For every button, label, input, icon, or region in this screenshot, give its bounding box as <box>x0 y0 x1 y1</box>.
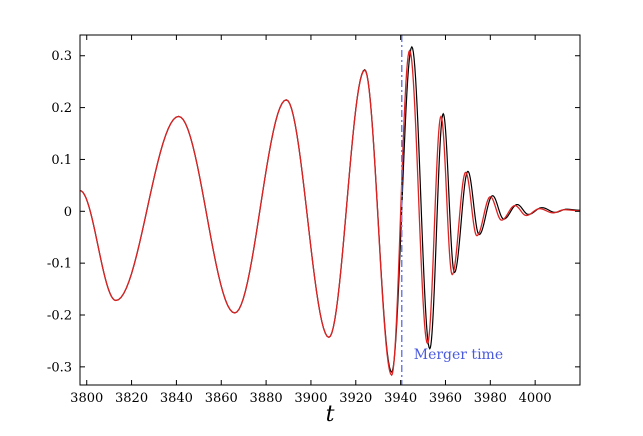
x-tick-label: 3960 <box>429 391 462 406</box>
x-tick-label: 3900 <box>294 391 327 406</box>
y-tick-label: 0.3 <box>51 49 72 64</box>
x-tick-label: 3980 <box>474 391 507 406</box>
waveform-series-1 <box>79 45 581 374</box>
x-tick-label: 3800 <box>70 391 103 406</box>
x-tick-label: 3880 <box>250 391 283 406</box>
x-tick-label: 3840 <box>160 391 193 406</box>
plot-frame <box>79 34 581 386</box>
curves-layer <box>79 45 581 377</box>
y-tick-label: 0.1 <box>51 153 72 168</box>
x-tick-label: 3860 <box>205 391 238 406</box>
x-tick-label: 3940 <box>384 391 417 406</box>
merger-time-annotation: Merger time <box>414 347 503 363</box>
x-axis-ticks: 3800 3820 3840 3860 3880 3900 3920 3940 3960 3980… <box>70 35 552 406</box>
y-tick-label: -0.3 <box>47 360 72 375</box>
y-tick-label: -0.2 <box>47 309 72 324</box>
x-tick-label: 4000 <box>519 391 552 406</box>
x-axis-label: t <box>326 402 335 427</box>
x-tick-label: 3920 <box>339 391 372 406</box>
y-tick-label: 0 <box>64 205 72 220</box>
y-tick-label: 0.2 <box>51 101 72 116</box>
y-tick-label: -0.1 <box>47 257 72 272</box>
y-axis-ticks: -0.3 -0.2 -0.1 0 0.1 0.2 0.3 <box>47 49 580 375</box>
waveform-series-2 <box>79 49 581 377</box>
x-tick-label: 3820 <box>115 391 148 406</box>
